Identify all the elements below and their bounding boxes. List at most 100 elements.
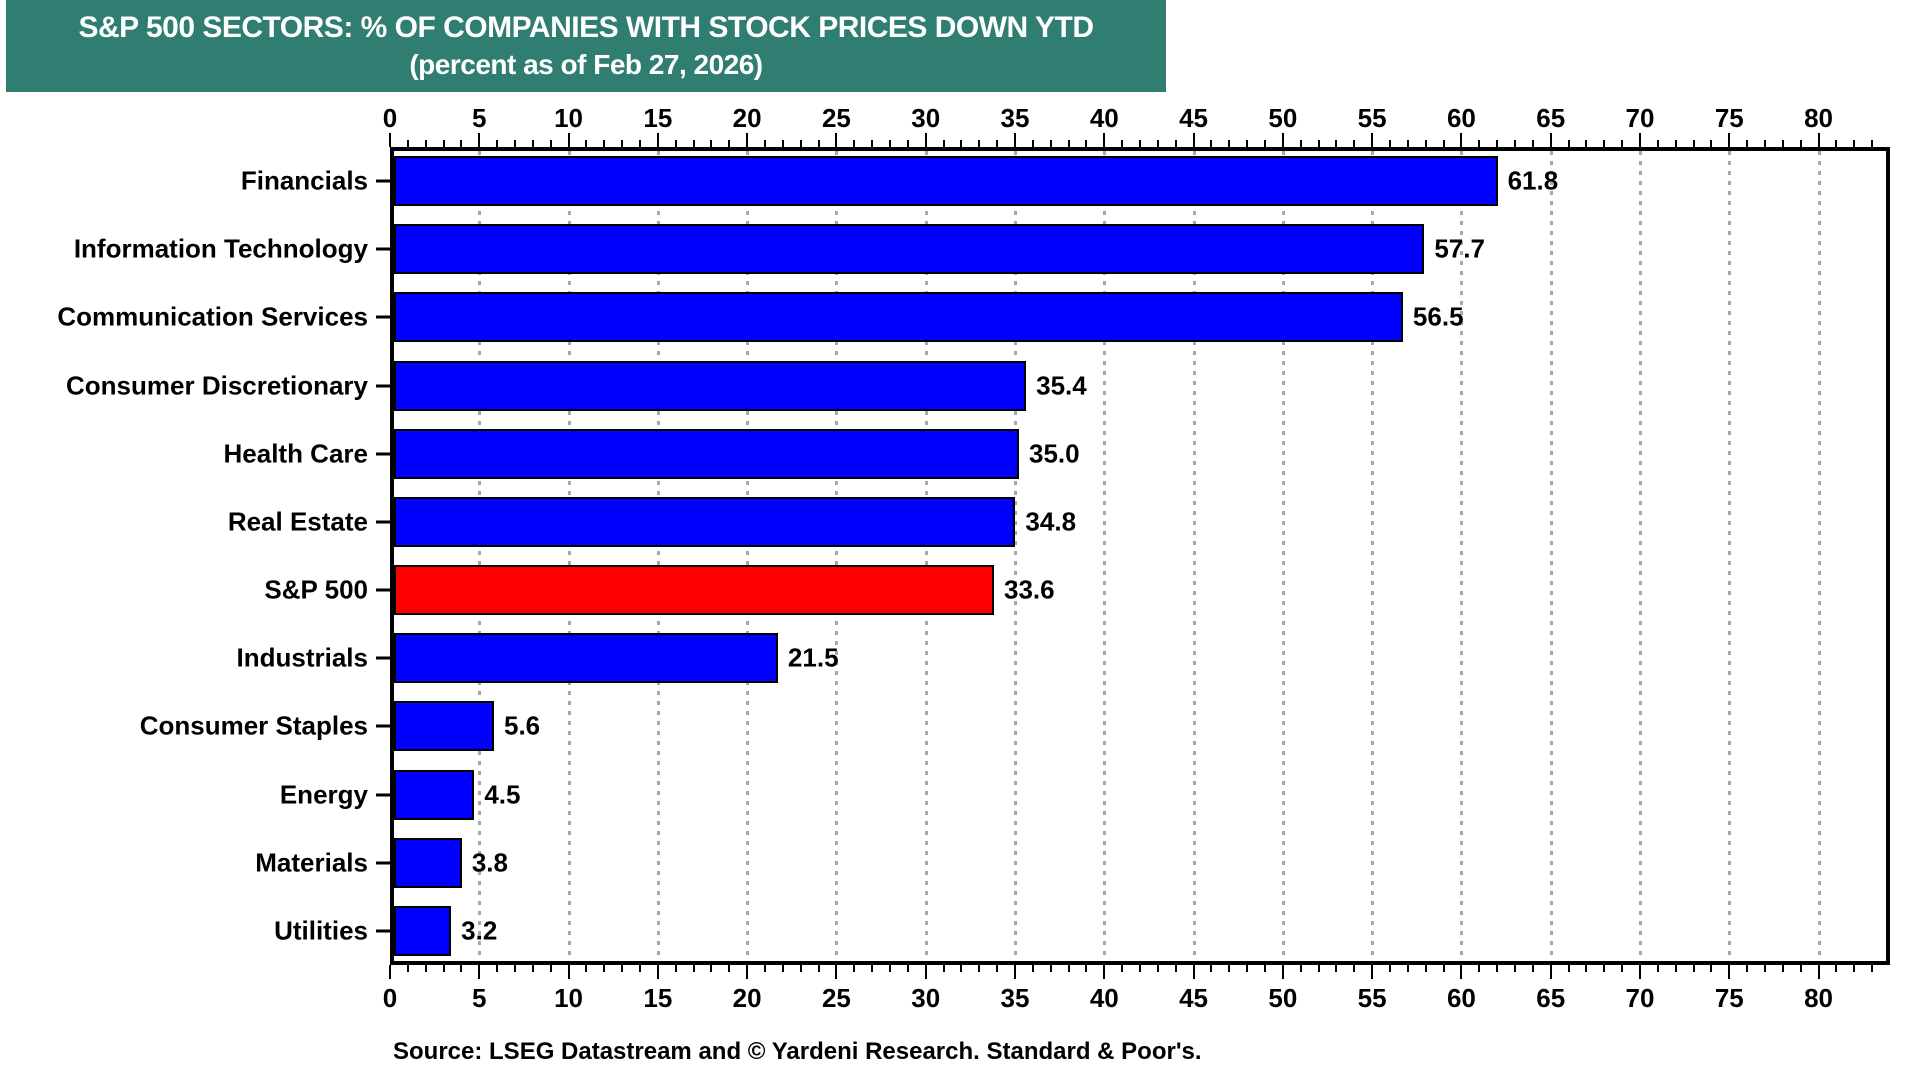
gridline-65 [1549,151,1553,961]
x-axis-tick-top [496,140,499,147]
category-label-information-technology: Information Technology [73,233,368,264]
x-axis-tick-top [1603,140,1606,147]
x-axis-tick-bottom [478,965,481,979]
x-axis-tick-top [781,140,784,147]
y-axis-tick [376,861,390,865]
x-axis-tick-bottom [621,965,624,972]
x-axis-tick-top [1156,140,1159,147]
category-label-real-estate: Real Estate [227,506,368,537]
x-axis-tick-top [1228,140,1231,147]
x-axis-label-top: 35 [1000,103,1030,133]
x-axis-tick-top [1692,140,1695,147]
x-axis-tick-bottom [1031,965,1034,972]
x-axis-label-top: 5 [472,103,487,133]
bar-information-technology [394,224,1425,275]
gridline-80 [1817,151,1821,961]
x-axis-tick-bottom [1728,965,1731,979]
x-axis-tick-bottom [1692,965,1695,972]
y-axis-tick [376,452,390,456]
x-axis-tick-top [746,133,749,147]
x-axis-tick-top [853,140,856,147]
x-axis-tick-top [978,140,981,147]
x-axis-tick-bottom [924,965,927,979]
x-axis-tick-top [799,140,802,147]
gridline-50 [1281,151,1285,961]
x-axis-tick-top [1192,133,1195,147]
x-axis-tick-top [1781,140,1784,147]
gridline-45 [1192,151,1196,961]
x-axis-tick-top [764,140,766,147]
x-axis-tick-top [1281,133,1284,147]
y-axis-tick [376,247,390,251]
x-axis-label-bottom: 0 [382,983,398,1013]
bar-value-label-energy: 4.5 [484,779,521,810]
gridline-30 [924,151,928,961]
x-axis-tick-bottom [1424,965,1427,972]
x-axis-tick-top [1067,140,1070,147]
x-axis-tick-top [1246,140,1249,147]
x-axis-tick-top [1835,140,1838,147]
x-axis-tick-bottom [389,965,391,979]
x-axis-tick-bottom [406,965,409,972]
x-axis-tick-bottom [1156,965,1159,972]
gridline-70 [1639,151,1642,961]
x-axis-tick-top [960,140,963,147]
gridline-40 [1103,151,1107,961]
x-axis-tick-top [889,140,891,147]
bar-value-label-health-care: 35.0 [1029,438,1080,469]
x-axis-tick-top [906,140,909,147]
x-axis-tick-bottom [424,965,427,972]
bar-utilities [394,905,452,956]
x-axis-tick-bottom [1853,965,1856,972]
x-axis-tick-bottom [1049,965,1052,972]
x-axis-tick-bottom [1335,965,1338,972]
y-axis-tick [376,315,390,319]
bar-energy [394,769,475,820]
x-axis-label-bottom: 30 [911,983,941,1013]
x-axis-tick-top [1710,140,1713,147]
x-axis-tick-top [549,140,552,147]
x-axis-label-bottom: 25 [821,983,851,1013]
x-axis-tick-top [835,133,838,147]
x-axis-label-bottom: 80 [1804,983,1834,1013]
x-axis-tick-bottom [764,965,766,972]
x-axis-tick-top [710,140,713,147]
x-axis-tick-bottom [781,965,784,972]
x-axis-tick-bottom [1406,965,1409,972]
bar-materials [394,837,462,888]
x-axis-tick-top [1478,140,1481,147]
x-axis-tick-top [1496,140,1499,147]
y-axis-tick [376,656,390,660]
gridline-55 [1371,151,1375,961]
x-axis-tick-top [1460,133,1463,147]
x-axis-tick-bottom [1085,965,1088,972]
x-axis-tick-bottom [1603,965,1606,972]
x-axis-tick-top [1049,140,1052,147]
x-axis-tick-bottom [1264,965,1266,972]
bar-consumer-discretionary [394,360,1027,411]
x-axis-tick-bottom [674,965,677,972]
x-axis-tick-bottom [960,965,963,972]
x-axis-tick-bottom [1067,965,1070,972]
x-axis-tick-top [1174,140,1177,147]
x-axis-tick-bottom [442,965,445,972]
x-axis-tick-bottom [1014,965,1016,979]
x-axis-tick-bottom [1478,965,1481,972]
x-axis-tick-top [460,140,463,147]
x-axis-tick-top [1514,140,1516,147]
x-axis-tick-top [692,140,695,147]
x-axis-label-top: 40 [1089,103,1119,133]
x-axis-tick-bottom [1139,965,1141,972]
x-axis-tick-bottom [1764,965,1766,972]
x-axis-tick-bottom [1174,965,1177,972]
category-label-s-p-500: S&P 500 [264,574,368,605]
x-axis-tick-bottom [906,965,909,972]
x-axis-tick-bottom [460,965,463,972]
x-axis-tick-top [1424,140,1427,147]
x-axis-tick-bottom [1192,965,1195,979]
x-axis-tick-top [728,140,731,147]
x-axis-tick-top [1531,140,1534,147]
x-axis-label-top: 45 [1179,103,1209,133]
bar-health-care [394,428,1019,479]
